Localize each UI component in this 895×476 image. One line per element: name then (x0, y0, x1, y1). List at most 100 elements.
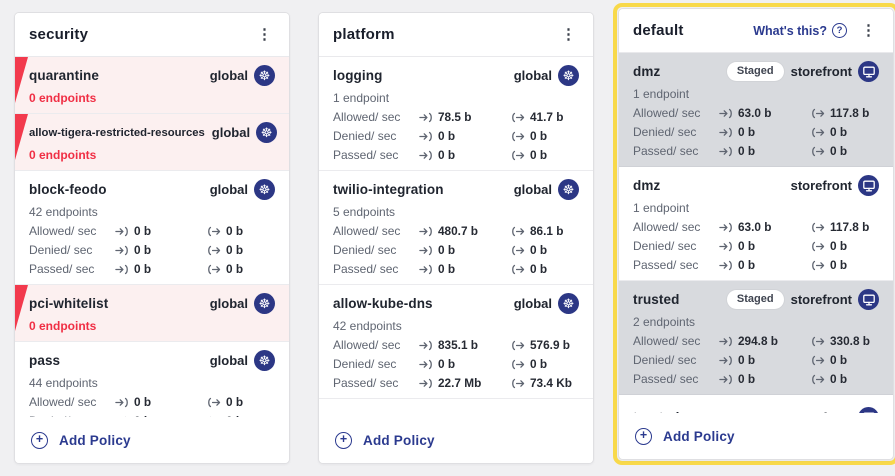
inbound-arrow-icon (419, 226, 432, 237)
policy-card[interactable]: twilio-integration global ☸ 5 endpoints … (319, 171, 593, 285)
inbound-arrow-icon (719, 374, 732, 385)
stat-label: Passed/ sec (633, 372, 699, 386)
tier-body: quarantine global ☸ 0 endpoints allow-ti… (15, 57, 289, 417)
policy-card[interactable]: block-feodo global ☸ 42 endpoints Allowe… (15, 171, 289, 285)
stat-row-denied: Denied/ sec 0 b 0 b (633, 354, 879, 367)
policy-scope: global (513, 182, 552, 197)
add-policy-button[interactable]: + Add Policy (15, 417, 289, 463)
stat-row-passed: Passed/ sec 0 b 0 b (633, 145, 879, 158)
whats-this-link[interactable]: What's this? ? (753, 23, 847, 38)
policy-scope: storefront (791, 410, 852, 413)
inbound-arrow-icon (115, 397, 128, 408)
stat-row-denied: Denied/ sec 0 b 0 b (333, 130, 579, 143)
alert-corner-flag (15, 114, 28, 160)
stat-value-in: 0 b (438, 129, 456, 143)
inbound-arrow-icon (419, 264, 432, 275)
stat-value-out: 0 b (830, 372, 848, 386)
stat-label: Allowed/ sec (29, 224, 97, 238)
policy-name: quarantine (29, 68, 100, 83)
policy-card[interactable]: allow-kube-dns global ☸ 42 endpoints All… (319, 285, 593, 399)
stat-value-out: 576.9 b (530, 338, 571, 352)
outbound-arrow-icon (812, 146, 825, 157)
stat-value-out: 0 b (830, 125, 848, 139)
staged-badge: Staged (726, 290, 784, 309)
stat-label: Allowed/ sec (633, 334, 701, 348)
policy-card[interactable]: allow-tigera-restricted-resources global… (15, 114, 289, 171)
stat-value-in: 63.0 b (738, 220, 772, 234)
inbound-arrow-icon (115, 416, 128, 417)
stat-row-allowed: Allowed/ sec 63.0 b 117.8 b (633, 107, 879, 120)
outbound-arrow-icon (812, 355, 825, 366)
stat-label: Passed/ sec (29, 262, 95, 276)
kebab-menu-icon[interactable]: ⋮ (257, 26, 272, 43)
kubernetes-global-icon: ☸ (558, 65, 579, 86)
policy-card[interactable]: dmz storefront 1 endpoint Allowed/ sec 6… (619, 167, 893, 281)
tier-body: dmz Staged storefront 1 endpoint Allowed… (619, 53, 893, 413)
outbound-arrow-icon (812, 260, 825, 271)
endpoints-count: 0 endpoints (29, 148, 97, 162)
policy-card[interactable]: pass global ☸ 44 endpoints Allowed/ sec … (15, 342, 289, 417)
stat-row-passed: Passed/ sec 0 b 0 b (29, 263, 275, 276)
alert-corner-flag (15, 57, 28, 103)
outbound-arrow-icon (512, 359, 525, 370)
stat-value-in: 0 b (738, 239, 756, 253)
policy-scope: global (209, 296, 248, 311)
stat-value-out: 0 b (226, 395, 244, 409)
stat-row-allowed: Allowed/ sec 294.8 b 330.8 b (633, 335, 879, 348)
outbound-arrow-icon (512, 226, 525, 237)
stat-value-in: 0 b (438, 148, 456, 162)
stat-value-out: 0 b (530, 129, 548, 143)
stat-row-denied: Denied/ sec 0 b 0 b (29, 244, 275, 257)
policy-name: dmz (633, 178, 661, 193)
kubernetes-global-icon: ☸ (254, 179, 275, 200)
tier-header: platform ⋮ (319, 13, 593, 57)
policy-scope: storefront (790, 64, 852, 79)
stat-label: Allowed/ sec (333, 224, 401, 238)
add-policy-button[interactable]: + Add Policy (319, 417, 593, 463)
stat-value-in: 0 b (134, 262, 152, 276)
policy-card[interactable]: pci-whitelist global ☸ 0 endpoints (15, 285, 289, 342)
policy-card[interactable]: logging global ☸ 1 endpoint Allowed/ sec… (319, 57, 593, 171)
kubernetes-global-icon: ☸ (558, 179, 579, 200)
policy-card-staged[interactable]: trusted Staged storefront 2 endpoints Al… (619, 281, 893, 395)
outbound-arrow-icon (208, 397, 221, 408)
stat-value-in: 0 b (438, 262, 456, 276)
stat-value-out: 86.1 b (530, 224, 564, 238)
inbound-arrow-icon (419, 112, 432, 123)
tier-wrap-security: security ⋮ quarantine global ☸ 0 endpoi (10, 8, 294, 468)
add-policy-button[interactable]: + Add Policy (619, 413, 893, 459)
namespace-icon (858, 61, 879, 82)
stat-value-in: 0 b (438, 357, 456, 371)
tier-wrap-platform: platform ⋮ logging global ☸ 1 endpoint (314, 8, 598, 468)
alert-corner-flag (15, 285, 28, 331)
stat-row-allowed: Allowed/ sec 63.0 b 117.8 b (633, 221, 879, 234)
stat-row-denied: Denied/ sec 0 b 0 b (29, 415, 275, 417)
policy-card[interactable]: quarantine global ☸ 0 endpoints (15, 57, 289, 114)
inbound-arrow-icon (115, 264, 128, 275)
stat-label: Passed/ sec (333, 262, 399, 276)
add-policy-label: Add Policy (663, 428, 735, 444)
namespace-icon (858, 289, 879, 310)
kebab-menu-icon[interactable]: ⋮ (561, 26, 576, 43)
stat-value-out: 0 b (830, 353, 848, 367)
kubernetes-global-icon: ☸ (254, 293, 275, 314)
stat-row-passed: Passed/ sec 0 b 0 b (633, 259, 879, 272)
stat-value-in: 835.1 b (438, 338, 479, 352)
outbound-arrow-icon (812, 374, 825, 385)
policy-card-staged[interactable]: dmz Staged storefront 1 endpoint Allowed… (619, 53, 893, 167)
stat-value-in: 0 b (738, 125, 756, 139)
outbound-arrow-icon (812, 336, 825, 347)
tier-default: default What's this? ? ⋮ dmz Staged stor (618, 8, 894, 460)
plus-circle-icon: + (635, 427, 652, 445)
policy-card[interactable]: trusted storefront (619, 395, 893, 413)
endpoints-count: 0 endpoints (29, 319, 97, 333)
tier-title: security (29, 26, 89, 43)
policy-name: allow-kube-dns (333, 296, 433, 311)
policy-name: logging (333, 68, 383, 83)
tier-body: logging global ☸ 1 endpoint Allowed/ sec… (319, 57, 593, 417)
stat-value-out: 117.8 b (830, 106, 870, 120)
policy-scope: global (513, 296, 552, 311)
stat-value-out: 0 b (226, 262, 244, 276)
stat-row-allowed: Allowed/ sec 480.7 b 86.1 b (333, 225, 579, 238)
kebab-menu-icon[interactable]: ⋮ (861, 22, 876, 39)
